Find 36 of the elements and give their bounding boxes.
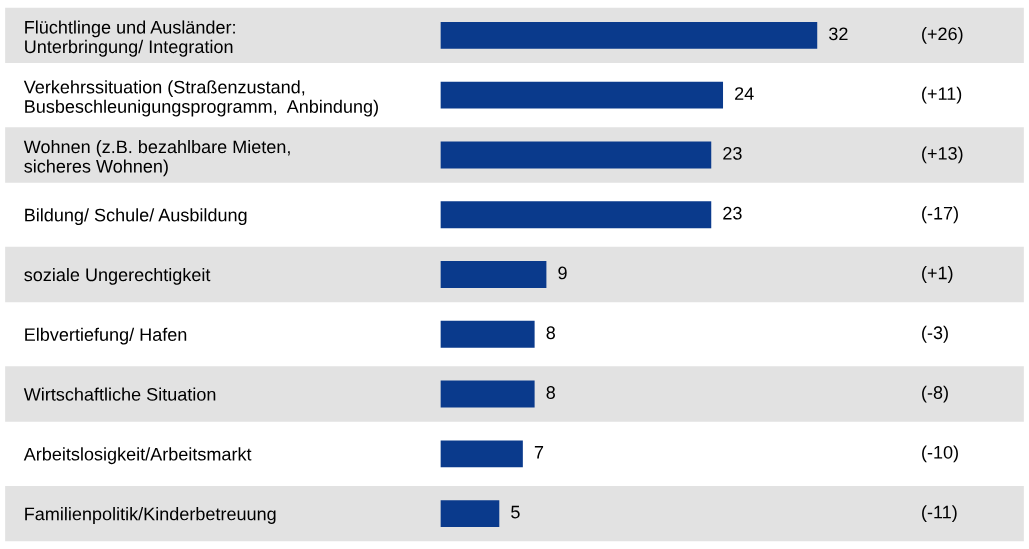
text: (+11): [922, 86, 962, 104]
bar: [440, 320, 535, 348]
data-label: 7: [534, 446, 544, 459]
y-tick-label: Familienpolitik/Kinderbetreuung: [25, 507, 276, 524]
data-label: 8: [546, 326, 555, 340]
text: (-8): [922, 385, 948, 403]
y-tick-label: Bildung/ Schule/ Ausbildung: [25, 208, 247, 226]
text: (+13): [922, 146, 963, 164]
data-label: 32: [829, 27, 848, 41]
bar: [440, 141, 712, 169]
data-label: 8: [546, 386, 555, 399]
text: (-10): [922, 445, 958, 463]
bar: [440, 380, 535, 408]
data-label: 9: [558, 266, 567, 280]
bar: [440, 201, 712, 229]
data-label: 24: [735, 87, 754, 100]
y-tick-label: Elbvertiefung/ Hafen: [25, 327, 187, 345]
y-tick-label: Verkehrssituation (Straßenzustand, Busbeschleunigungsprogramm, Anbindung): [23, 80, 378, 117]
text: (-3): [922, 325, 948, 343]
y-tick-label: Arbeitslosigkeit/Arbeitsmarkt: [23, 447, 252, 465]
text: (-11): [922, 505, 957, 523]
data-label: 23: [723, 147, 742, 160]
data-label: 5: [511, 505, 520, 519]
y-tick-label: Flüchtlinge und Ausländer: Unterbringung/ Integration: [25, 20, 235, 57]
y-tick-label: Wirtschaftliche Situation: [23, 387, 216, 401]
text: (+1): [922, 266, 953, 283]
bar: [440, 81, 724, 109]
y-tick-label: Wohnen (z.B. bezahlbare Mieten, sicheres Wohnen): [23, 139, 290, 177]
y-tick-label: soziale Ungerechtigkeit: [24, 267, 211, 285]
bar: [440, 21, 818, 49]
text: (-17): [922, 206, 958, 224]
bar: [440, 261, 547, 288]
text: (+26): [922, 26, 963, 44]
bar: [440, 500, 500, 528]
bar: [440, 440, 523, 468]
data-label: 23: [723, 206, 742, 220]
